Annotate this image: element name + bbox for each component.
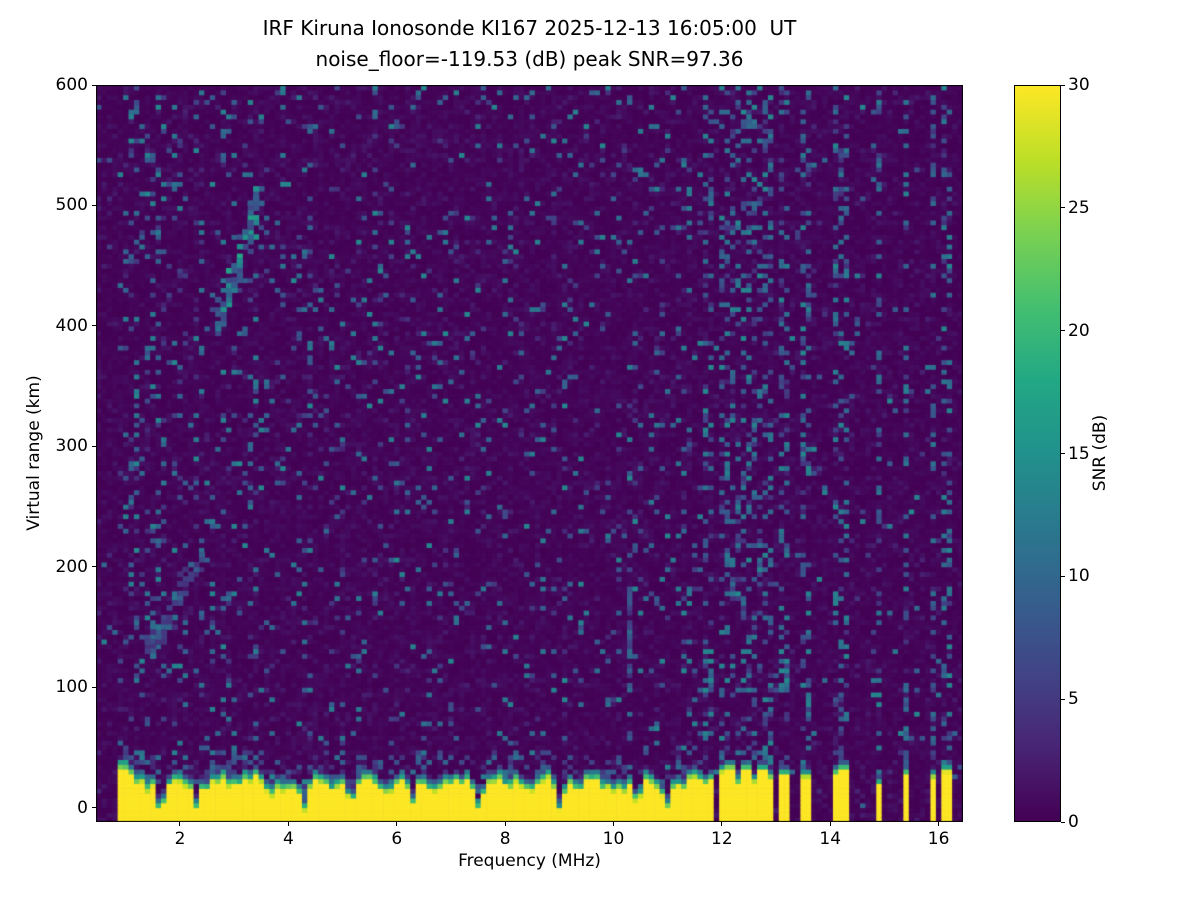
x-tick-label: 16 [927,829,950,849]
x-tick-mark [396,822,398,826]
x-tick-mark [829,822,831,826]
y-tick-mark [92,325,96,327]
chart-title: IRF Kiruna Ionosonde KI167 2025-12-13 16… [262,16,797,40]
y-tick-label: 100 [55,677,88,698]
colorbar-tick-label: 10 [1068,566,1090,587]
y-tick-mark [92,807,96,809]
x-tick-mark [612,822,614,826]
colorbar-tick-label: 5 [1068,689,1079,710]
x-tick-mark [938,822,940,826]
colorbar-tick-mark [1061,453,1065,454]
colorbar-tick-label: 20 [1068,320,1090,341]
x-tick-mark [721,822,723,826]
colorbar-tick-label: 25 [1068,197,1090,218]
y-tick-label: 300 [55,436,88,457]
y-tick-label: 200 [55,556,88,577]
colorbar-label: SNR (dB) [1090,414,1110,492]
colorbar-tick-mark [1061,821,1065,823]
y-tick-mark [92,84,96,86]
y-tick-mark [92,445,96,447]
x-tick-mark [287,822,289,826]
x-axis-label: Frequency (MHz) [458,851,601,871]
x-tick-mark [504,822,506,826]
ionogram-heatmap-canvas [96,85,963,822]
y-tick-label: 400 [55,315,88,336]
y-tick-mark [92,686,96,688]
y-tick-label: 600 [55,75,88,95]
colorbar-tick-label: 15 [1068,443,1090,464]
colorbar-tick-label: 0 [1068,812,1079,832]
colorbar-gradient [1015,86,1060,821]
colorbar-tick-mark [1061,575,1065,577]
colorbar-tick-mark [1061,84,1065,86]
x-tick-mark [179,822,181,826]
colorbar-tick-mark [1061,330,1065,332]
chart-subtitle: noise_floor=-119.53 (dB) peak SNR=97.36 [315,47,744,71]
y-tick-mark [92,204,96,206]
x-tick-label: 10 [602,829,625,849]
x-tick-label: 6 [391,829,403,849]
y-tick-label: 0 [77,797,88,818]
x-tick-label: 14 [819,829,842,849]
colorbar-tick-label: 30 [1068,75,1090,95]
x-tick-label: 8 [499,829,511,849]
x-tick-label: 2 [174,829,186,849]
y-tick-mark [92,566,96,568]
colorbar-tick-mark [1061,207,1065,209]
x-tick-label: 4 [282,829,294,849]
y-tick-label: 500 [55,195,88,216]
colorbar-tick-mark [1061,698,1065,700]
y-axis-label: Virtual range (km) [24,375,44,531]
colorbar [1014,85,1061,822]
x-tick-label: 12 [711,829,733,849]
